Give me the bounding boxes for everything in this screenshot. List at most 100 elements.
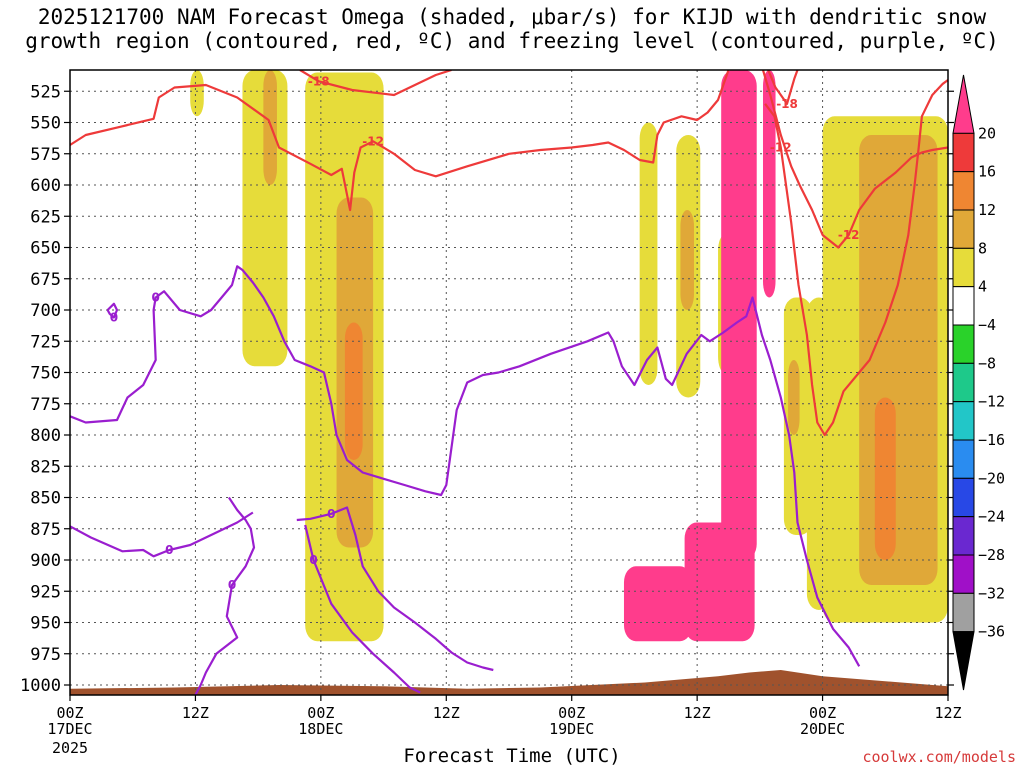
colorbar-label: −32 <box>978 584 1005 602</box>
colorbar-segment <box>952 477 975 518</box>
colorbar-label: −24 <box>978 508 1005 526</box>
y-tick-label: 750 <box>30 364 61 384</box>
colorbar-label: 16 <box>978 163 996 181</box>
dgz-contour <box>299 70 452 97</box>
x-tick-label: 12Z <box>934 704 961 722</box>
omega-region <box>874 397 896 560</box>
omega-region <box>859 135 938 585</box>
dgz-contour <box>70 70 730 212</box>
dgz-contour <box>761 70 948 249</box>
omega-region <box>733 222 738 360</box>
freezing-contour <box>70 265 861 667</box>
colorbar-segment <box>952 631 975 691</box>
dgz-contour-label: -12 <box>770 141 792 155</box>
y-tick-label: 1000 <box>20 676 61 696</box>
y-tick-label: 700 <box>30 301 61 321</box>
colorbar-segment <box>952 401 975 441</box>
colorbar-segment <box>952 362 975 403</box>
y-axis: 525 550 575 600 625 650 675 700 725 750 775 800 825 8… <box>20 82 954 696</box>
freezing-contour-label: 0 <box>309 553 317 567</box>
x-tick-label: 00Z <box>56 704 83 722</box>
x-tick-date: 18DEC <box>298 720 343 738</box>
omega-region <box>639 122 658 385</box>
y-tick-label: 925 <box>30 582 61 602</box>
freezing-contour <box>194 496 256 695</box>
colorbar-label: −16 <box>978 431 1005 449</box>
y-tick-label: 900 <box>30 551 61 571</box>
colorbar-label: −4 <box>978 316 996 334</box>
terrain-fill <box>70 670 948 695</box>
omega-region <box>263 70 277 185</box>
x-tick-label: 12Z <box>433 704 460 722</box>
colorbar: 20 16 12 8 4 −4 −8 −12 −16 −20 −24 −28 −32 −36 <box>952 74 1005 691</box>
freezing-contour-label: 0 <box>327 507 335 521</box>
colorbar-label: 12 <box>978 201 996 219</box>
colorbar-segment <box>952 171 975 211</box>
x-tick-label: 00Z <box>809 704 836 722</box>
colorbar-segment <box>952 247 975 288</box>
y-tick-label: 550 <box>30 114 61 134</box>
x-tick-label: 00Z <box>558 704 585 722</box>
colorbar-segment <box>952 286 975 326</box>
chart-title-line2: growth region (contoured, red, ºC) and f… <box>25 29 999 53</box>
freezing-contour-label: 0 <box>228 578 236 592</box>
colorbar-segment <box>952 209 975 249</box>
y-tick-label: 575 <box>30 145 61 165</box>
y-tick-label: 600 <box>30 176 61 196</box>
dgz-contour-label: -12 <box>838 228 860 242</box>
credit-link[interactable]: coolwx.com/models <box>862 748 1016 766</box>
chart-title-line1: 2025121700 NAM Forecast Omega (shaded, μ… <box>37 5 987 29</box>
y-tick-label: 525 <box>30 82 61 102</box>
terrain <box>70 670 948 695</box>
colorbar-label: −28 <box>978 546 1005 564</box>
colorbar-segment <box>952 516 975 556</box>
omega-region <box>623 566 692 642</box>
x-tick-date: 20DEC <box>800 720 845 738</box>
colorbar-segment <box>952 554 975 594</box>
y-tick-label: 875 <box>30 520 61 540</box>
y-tick-label: 850 <box>30 489 61 509</box>
colorbar-segment <box>952 592 975 633</box>
freezing-contour <box>70 511 254 558</box>
y-tick-label: 725 <box>30 332 61 352</box>
colorbar-segment <box>952 439 975 479</box>
plot-frame <box>69 69 949 696</box>
colorbar-label: −8 <box>978 354 996 372</box>
dgz-contour-label: -18 <box>308 74 330 88</box>
colorbar-segment <box>952 74 975 134</box>
contours: -18 -12 -12 -18 -12 0 0 0 0 0 0 <box>70 70 948 695</box>
y-tick-label: 775 <box>30 395 61 415</box>
omega-region <box>788 360 800 435</box>
omega-region <box>190 70 204 117</box>
y-tick-label: 675 <box>30 270 61 290</box>
colorbar-label: 8 <box>978 239 987 257</box>
freezing-contour <box>106 302 119 319</box>
y-tick-label: 825 <box>30 457 61 477</box>
dgz-contour <box>764 79 948 437</box>
dgz-contour-label: -12 <box>362 134 384 148</box>
omega-region <box>344 322 363 460</box>
freezing-contour-label: 0 <box>165 543 173 557</box>
x-tick-label: 12Z <box>182 704 209 722</box>
colorbar-label: 20 <box>978 124 996 142</box>
dgz-contour-label: -18 <box>776 97 798 111</box>
colorbar-segment <box>952 132 975 173</box>
colorbar-segment <box>952 324 975 364</box>
grid <box>70 70 948 695</box>
y-tick-label: 800 <box>30 426 61 446</box>
colorbar-label: −20 <box>978 469 1005 487</box>
dgz-contour <box>767 70 799 105</box>
colorbar-label: 4 <box>978 278 987 296</box>
freezing-contour-label: 0 <box>152 291 160 305</box>
x-tick-year: 2025 <box>52 739 88 757</box>
x-tick-label: 00Z <box>307 704 334 722</box>
colorbar-label: −36 <box>978 623 1005 641</box>
x-tick-label: 12Z <box>684 704 711 722</box>
y-tick-label: 625 <box>30 207 61 227</box>
x-tick-date: 17DEC <box>47 720 92 738</box>
y-tick-label: 650 <box>30 239 61 259</box>
x-tick-date: 19DEC <box>549 720 594 738</box>
freezing-contour-label: 0 <box>110 311 118 325</box>
